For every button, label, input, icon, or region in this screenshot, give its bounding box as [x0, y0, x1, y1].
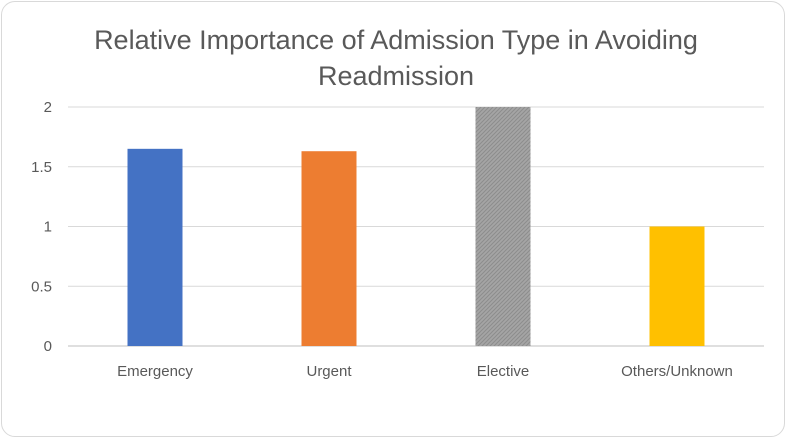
bar-urgent: [301, 151, 357, 346]
x-tick-label: Emergency: [117, 363, 193, 380]
chart-title-line-1: Relative Importance of Admission Type in…: [94, 25, 698, 55]
y-tick-label: 1.5: [31, 159, 52, 176]
y-tick-label: 0.5: [31, 278, 52, 295]
bars: [127, 107, 705, 346]
bar-elective: [475, 107, 531, 346]
x-tick-label: Others/Unknown: [621, 363, 733, 380]
bar-others-unknown: [649, 226, 705, 346]
bar-emergency: [127, 148, 183, 346]
y-tick-label: 1: [44, 219, 52, 236]
chart-title-line-2: Readmission: [317, 61, 475, 91]
x-axis-ticks: Emergency Urgent Elective Others/Unknown: [117, 363, 733, 380]
x-tick-label: Urgent: [306, 363, 352, 380]
y-tick-label: 2: [44, 99, 52, 116]
gridlines: [68, 106, 764, 347]
y-tick-label: 0: [44, 338, 52, 355]
y-axis-ticks: 0 0.5 1 1.5 2: [31, 99, 52, 355]
x-tick-label: Elective: [477, 363, 530, 380]
